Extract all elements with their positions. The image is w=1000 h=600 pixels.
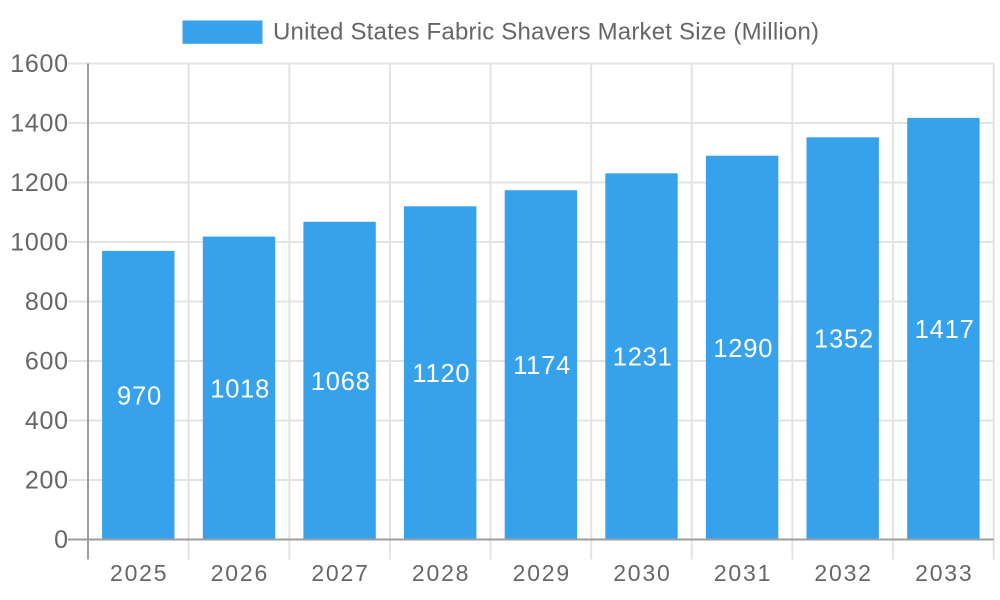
svg-text:1068: 1068 [311, 368, 371, 396]
svg-text:1174: 1174 [513, 352, 571, 380]
svg-text:2031: 2031 [714, 560, 772, 586]
svg-text:2033: 2033 [915, 560, 973, 586]
svg-text:2029: 2029 [513, 560, 571, 586]
svg-text:600: 600 [25, 348, 69, 376]
svg-text:2025: 2025 [110, 560, 168, 586]
svg-text:2026: 2026 [211, 560, 269, 586]
svg-text:1200: 1200 [10, 169, 68, 197]
svg-text:1018: 1018 [210, 375, 270, 403]
svg-text:200: 200 [25, 467, 69, 495]
svg-text:2028: 2028 [412, 560, 470, 586]
svg-text:1000: 1000 [10, 229, 68, 257]
svg-text:1231: 1231 [613, 344, 673, 372]
svg-text:1352: 1352 [814, 326, 874, 354]
svg-text:1417: 1417 [915, 316, 975, 344]
svg-text:800: 800 [25, 288, 69, 316]
svg-text:United States Fabric Shavers M: United States Fabric Shavers Market Size… [273, 19, 819, 46]
svg-text:1600: 1600 [10, 50, 68, 78]
svg-text:2032: 2032 [814, 560, 872, 586]
svg-text:400: 400 [25, 407, 69, 435]
svg-text:1400: 1400 [10, 110, 68, 138]
svg-text:1290: 1290 [713, 335, 773, 363]
svg-text:1120: 1120 [412, 360, 470, 388]
svg-text:2030: 2030 [613, 560, 671, 586]
svg-text:0: 0 [54, 526, 69, 554]
svg-text:2027: 2027 [311, 560, 369, 586]
svg-text:970: 970 [117, 382, 162, 410]
